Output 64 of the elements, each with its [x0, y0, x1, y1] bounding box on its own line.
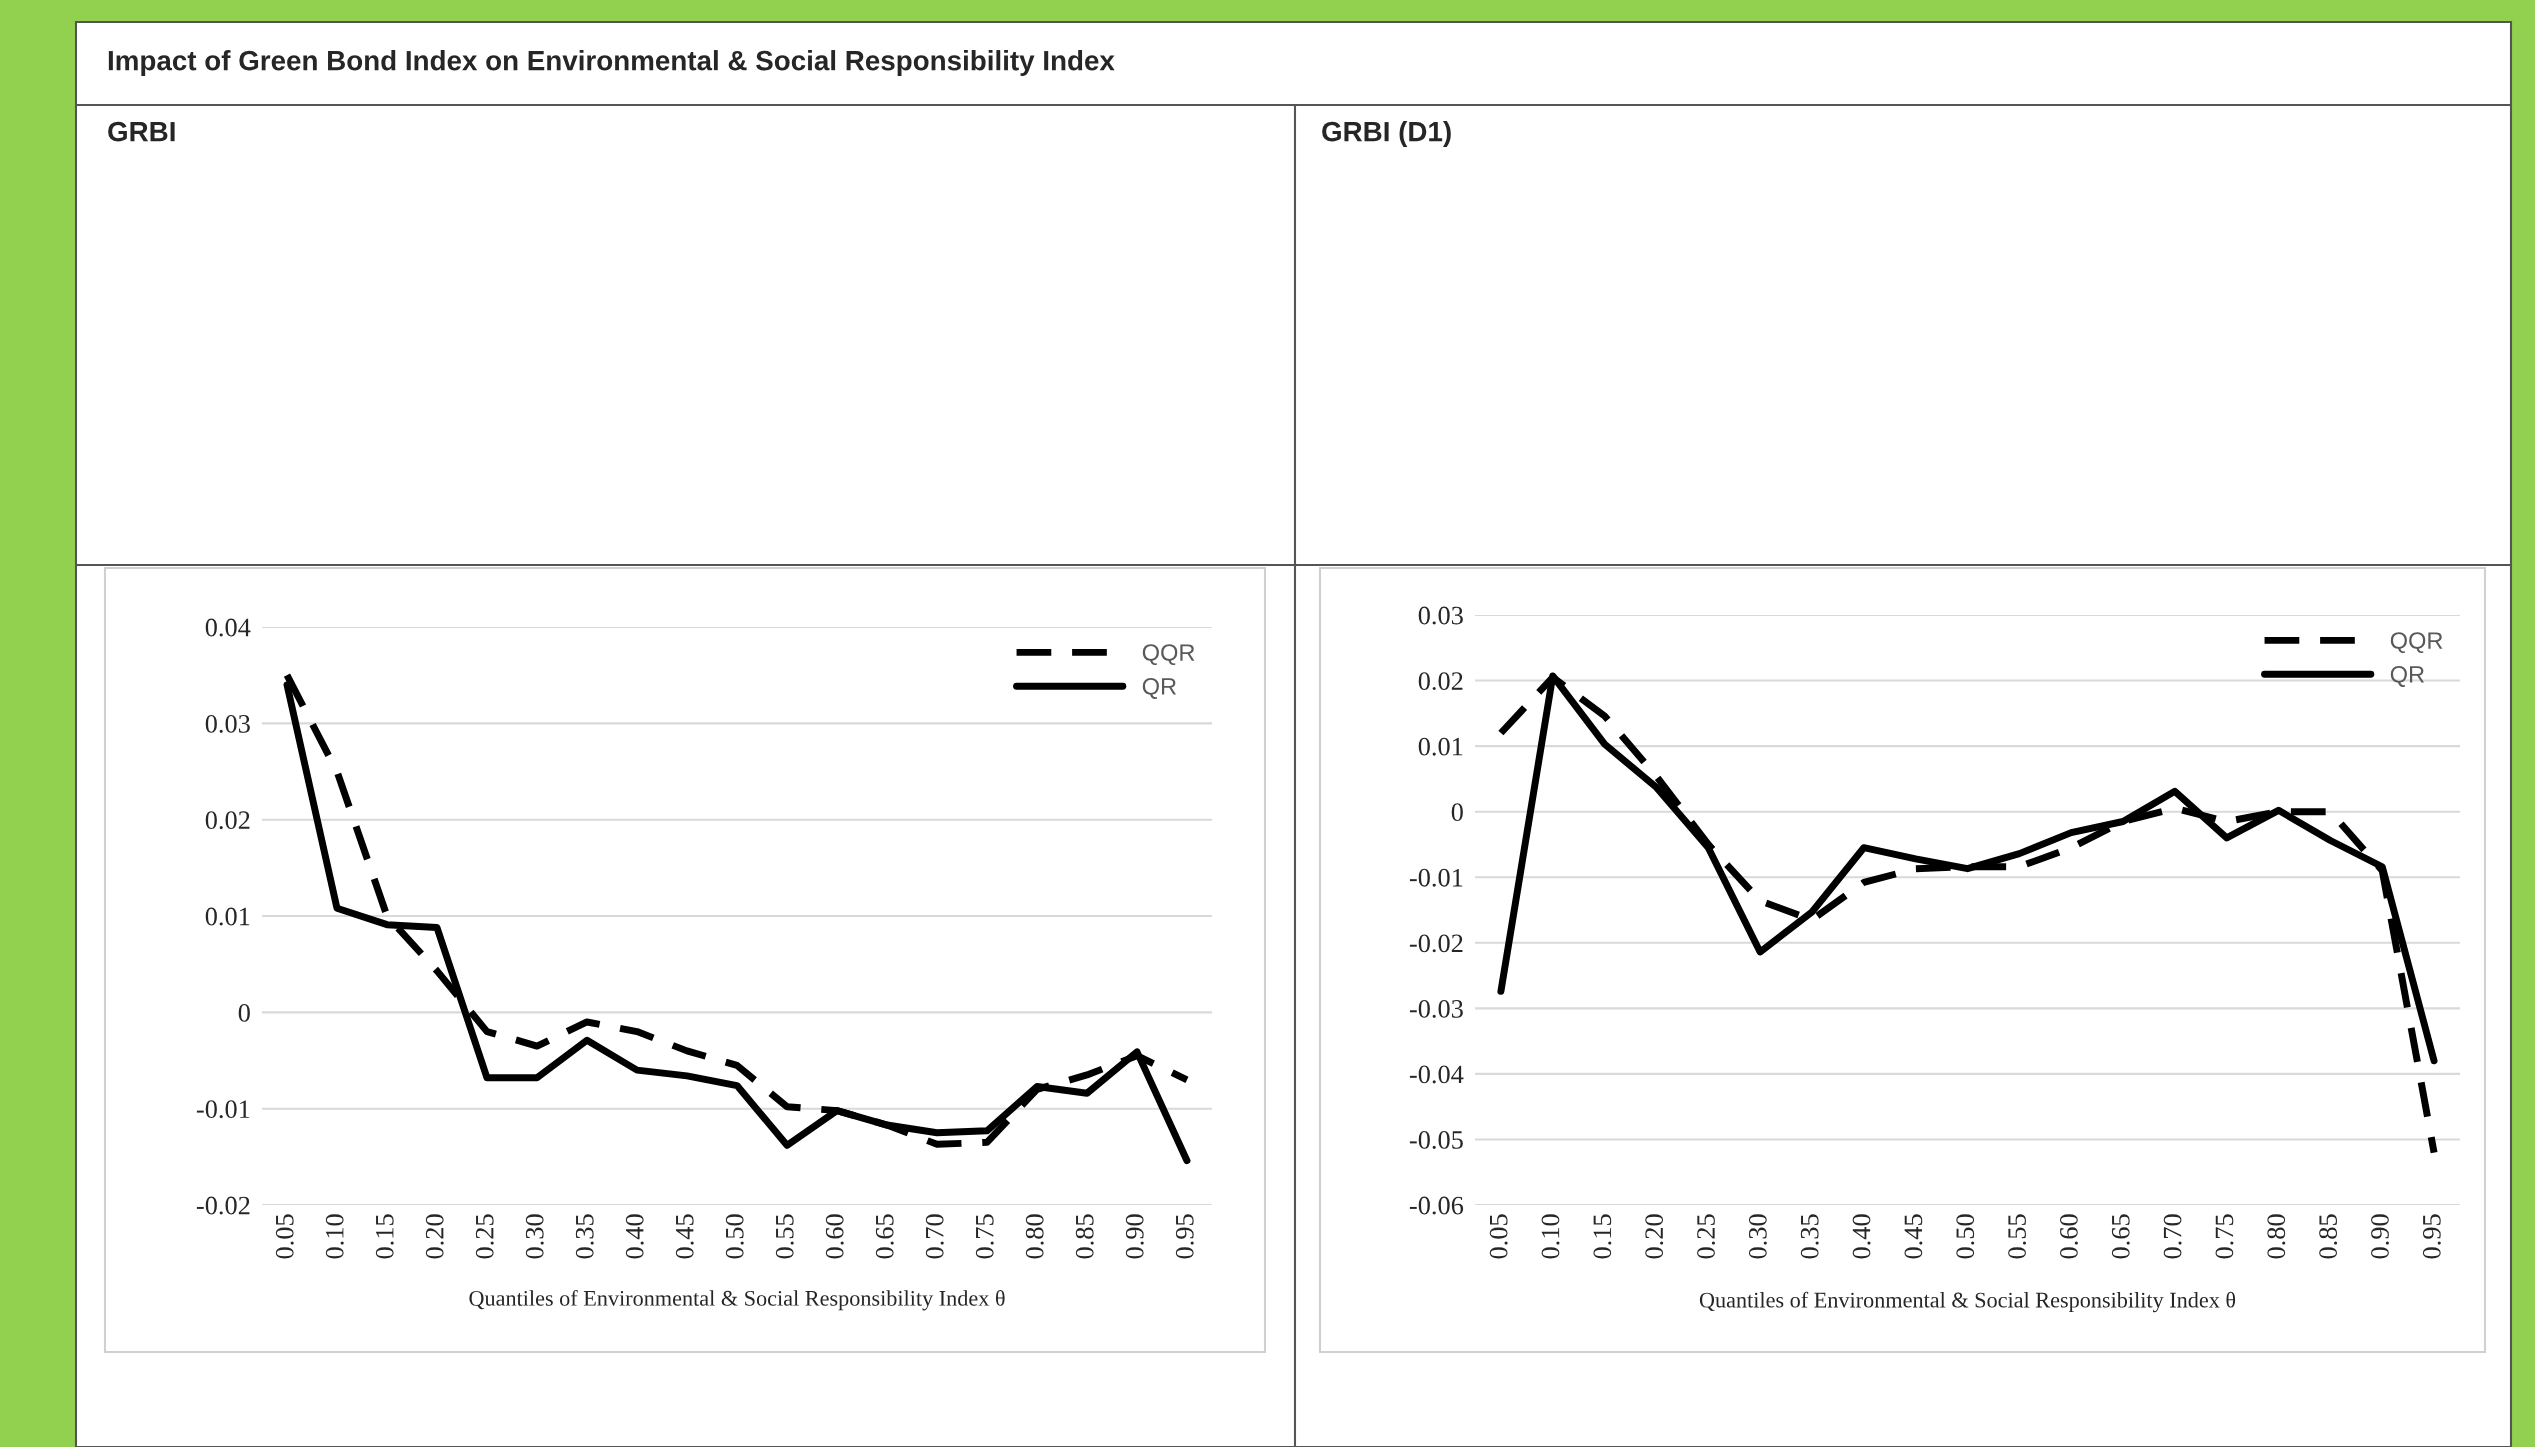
x-tick-label: 0.20: [1645, 1214, 1664, 1259]
y-tick-label: -0.01: [1409, 868, 1463, 887]
x-tick-label: 0.65: [2111, 1214, 2130, 1259]
x-tick-label: 0.80: [1025, 1214, 1044, 1259]
legend-label: QQR: [2390, 632, 2443, 654]
x-tick-label: 0.15: [375, 1214, 394, 1259]
x-tick-label: 0.45: [675, 1214, 694, 1259]
x-tick-label: 0.35: [1800, 1214, 1819, 1259]
y-tick-label: 0.03: [205, 714, 250, 733]
x-tick-label: 0.80: [2267, 1214, 2286, 1259]
x-tick-label: 0.50: [725, 1214, 744, 1259]
y-tick-label: 0.02: [205, 811, 250, 830]
legend-label: QQR: [1142, 644, 1195, 666]
y-tick-label: -0.02: [1409, 934, 1463, 953]
y-tick-label: 0.02: [1418, 672, 1463, 691]
y-tick-label: 0: [238, 1003, 250, 1022]
x-tick-label: 0.10: [325, 1214, 344, 1259]
legend-label: QR: [1142, 677, 1177, 699]
x-tick-label: 0.95: [2422, 1214, 2441, 1259]
x-tick-label: 0.20: [425, 1214, 444, 1259]
x-tick-label: 0.45: [1904, 1214, 1923, 1259]
x-tick-label: 0.95: [1175, 1214, 1194, 1259]
y-tick-label: 0.04: [205, 618, 251, 637]
x-axis-title: Quantiles of Environmental & Social Responsibility Index θ: [469, 1289, 1005, 1311]
x-tick-label: 0.35: [575, 1214, 594, 1259]
legend-label: QR: [2390, 665, 2425, 687]
x-tick-label: 0.90: [2371, 1214, 2389, 1259]
x-tick-label: 0.90: [1125, 1214, 1144, 1259]
chart-title: GRBI: [108, 121, 175, 142]
x-tick-label: 0.70: [925, 1214, 944, 1259]
text: Impact of Green Bond Index on Environmental & Social Responsibility Index: [108, 50, 1115, 76]
y-tick-label: 0.01: [205, 907, 250, 926]
x-tick-label: 0.40: [625, 1214, 644, 1259]
y-tick-label: 0.01: [1418, 737, 1463, 756]
x-tick-label: 0.85: [2319, 1214, 2338, 1259]
x-tick-label: 0.30: [1748, 1214, 1767, 1259]
x-tick-label: 0.55: [775, 1214, 794, 1259]
y-tick-label: -0.01: [196, 1100, 250, 1119]
y-tick-label: -0.04: [1409, 1065, 1464, 1084]
y-tick-label: -0.02: [196, 1196, 250, 1215]
y-tick-label: 0: [1451, 803, 1463, 822]
y-tick-label: -0.06: [1409, 1196, 1464, 1215]
x-tick-label: 0.05: [275, 1214, 294, 1259]
x-tick-label: 0.65: [875, 1214, 894, 1259]
x-tick-label: 0.55: [2008, 1214, 2027, 1259]
x-tick-label: 0.25: [475, 1214, 494, 1259]
x-tick-label: 0.75: [975, 1214, 994, 1259]
y-tick-label: 0.03: [1418, 606, 1463, 625]
x-tick-label: 0.10: [1541, 1214, 1560, 1259]
x-axis-title: Quantiles of Environmental & Social Responsibility Index θ: [1699, 1291, 2236, 1313]
x-tick-label: 0.50: [1956, 1214, 1975, 1259]
x-tick-label: 0.70: [2163, 1214, 2182, 1259]
x-tick-label: 0.60: [825, 1214, 844, 1259]
y-tick-label: -0.03: [1409, 999, 1463, 1018]
y-tick-label: -0.05: [1409, 1131, 1463, 1149]
x-tick-label: 0.85: [1075, 1214, 1094, 1259]
x-tick-label: 0.60: [2059, 1214, 2078, 1259]
chart-title: GRBI (D1): [1322, 121, 1451, 147]
x-tick-label: 0.05: [1489, 1214, 1508, 1259]
x-tick-label: 0.40: [1852, 1214, 1871, 1259]
x-tick-label: 0.25: [1697, 1214, 1716, 1259]
x-tick-label: 0.75: [2215, 1214, 2234, 1259]
x-tick-label: 0.15: [1593, 1214, 1612, 1259]
x-tick-label: 0.30: [525, 1214, 544, 1259]
